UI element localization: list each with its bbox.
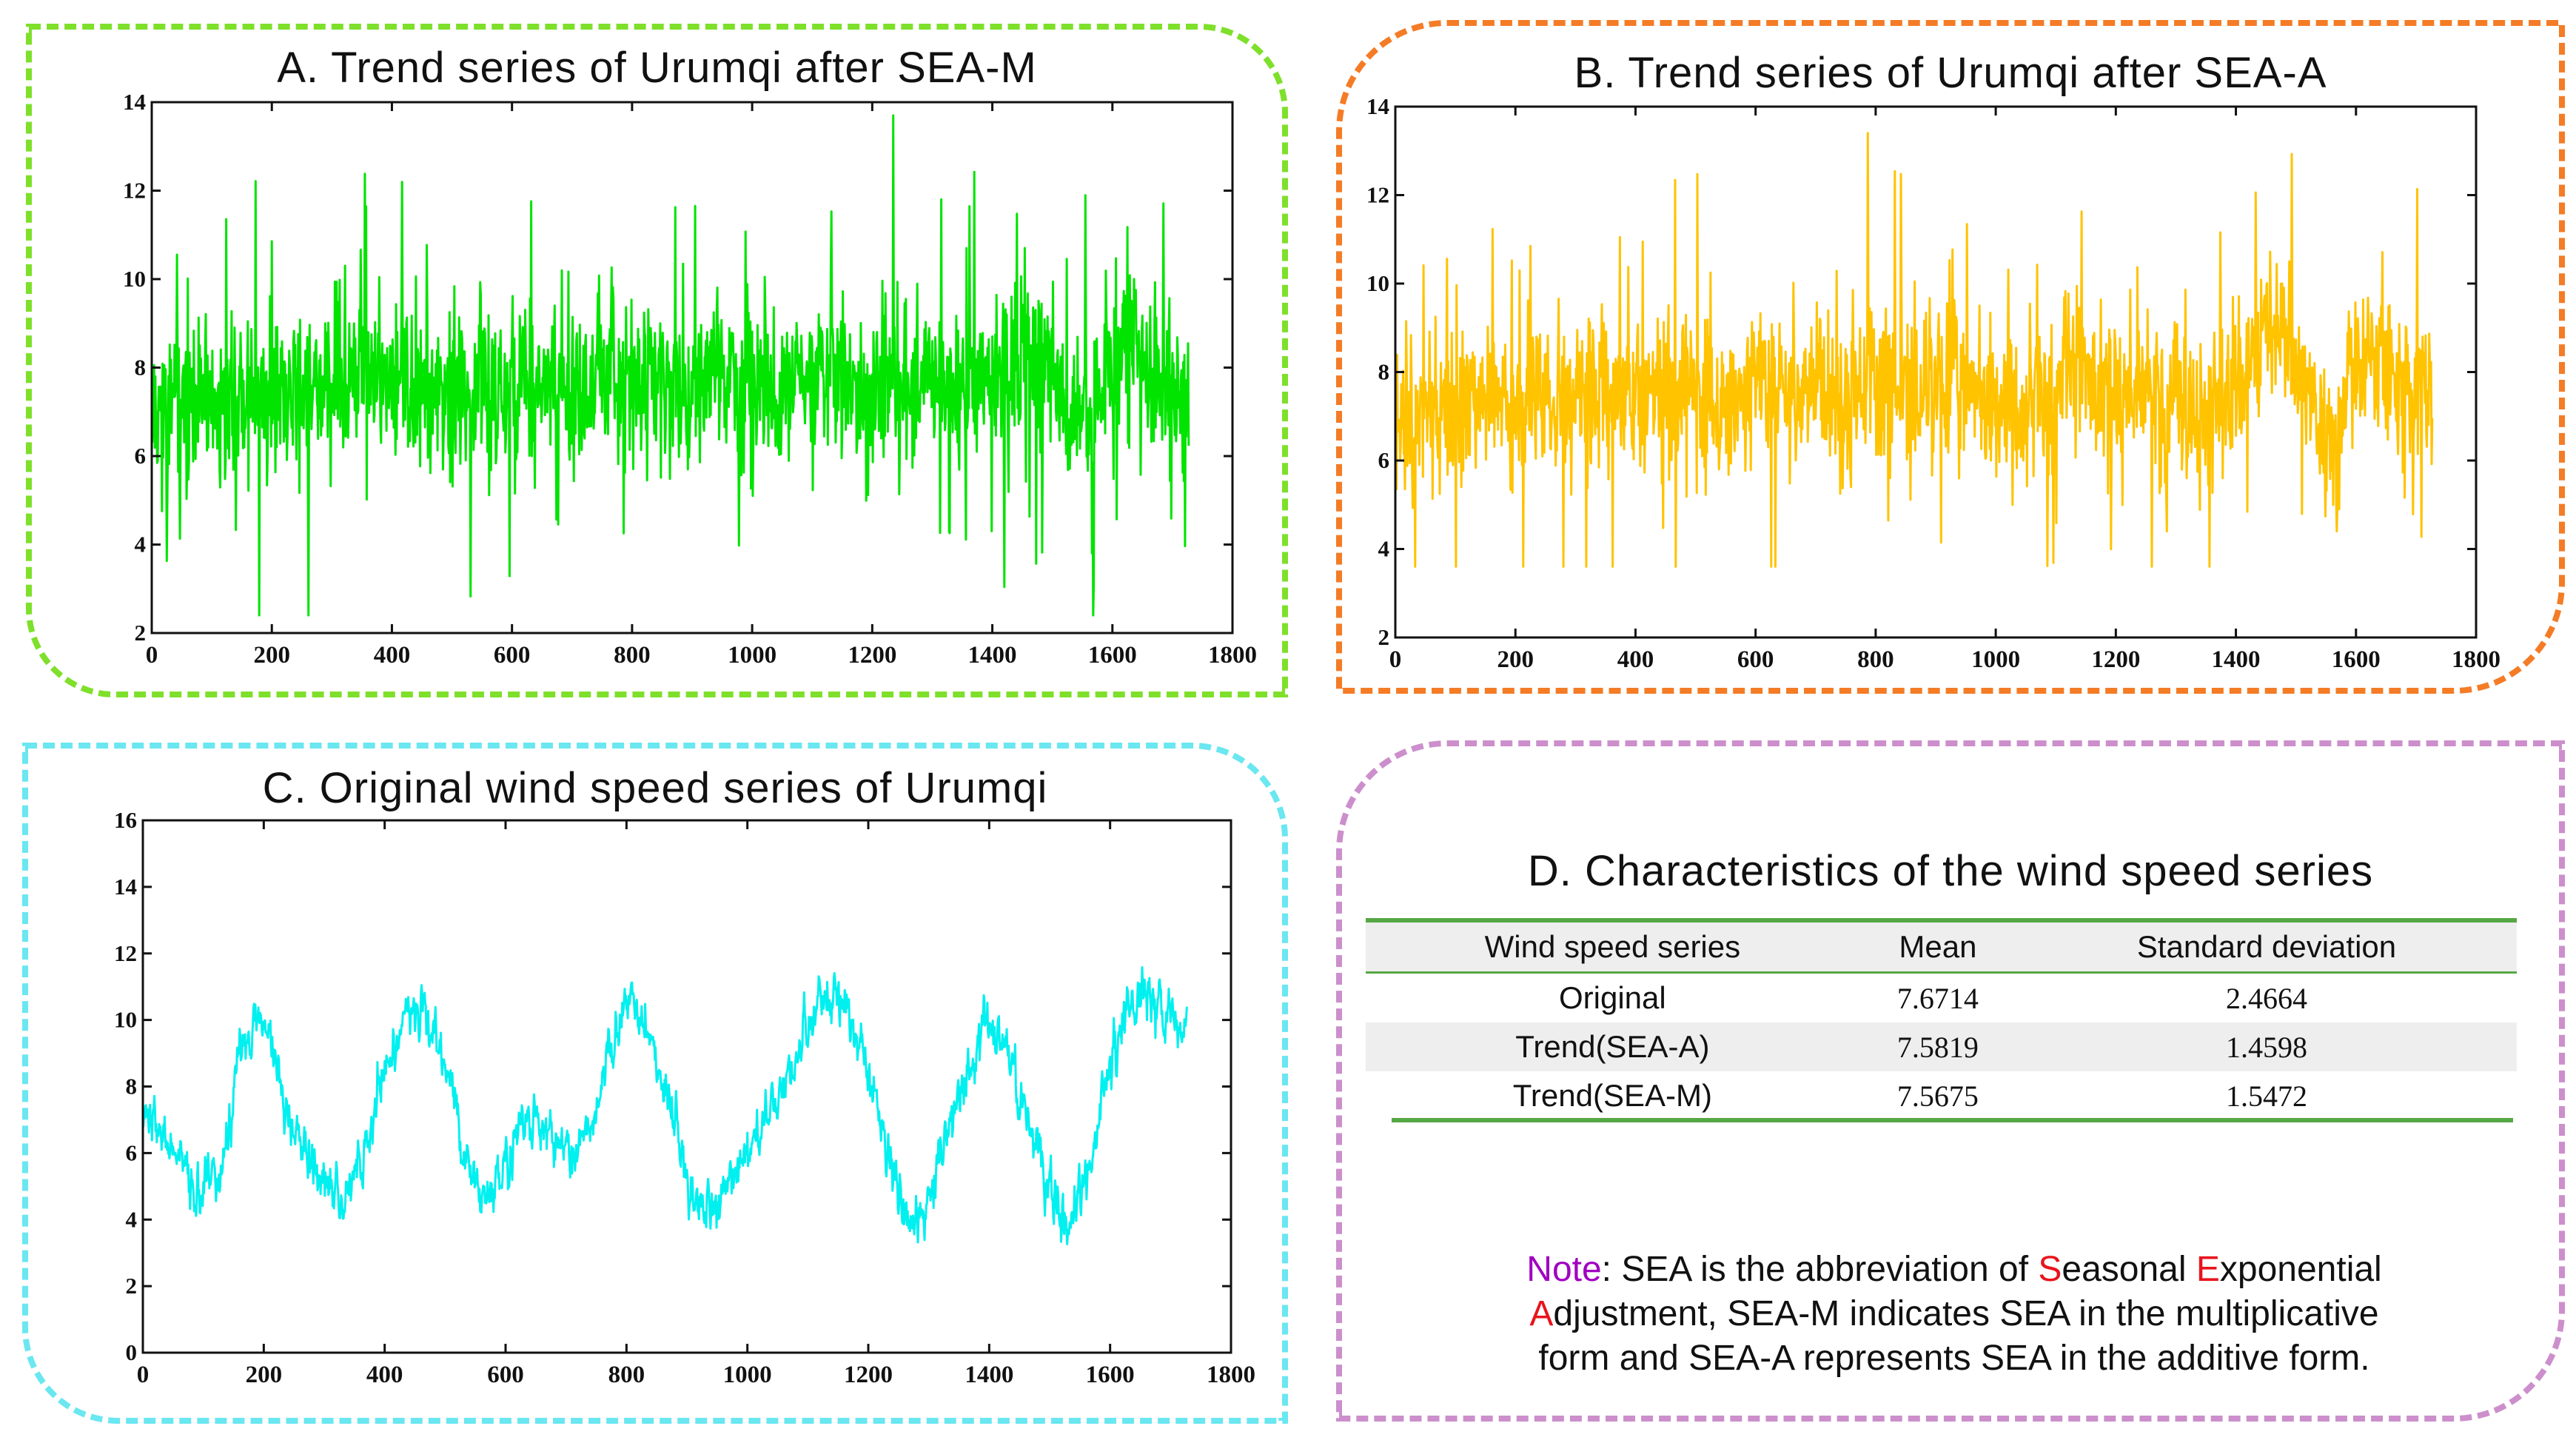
x-tick-label: 1600 [2332, 646, 2381, 673]
y-tick-label: 14 [114, 874, 137, 900]
x-tick-label: 400 [374, 642, 411, 669]
y-tick-label: 6 [135, 443, 147, 469]
x-tick-label: 1000 [728, 642, 777, 669]
x-tick-label: 1200 [844, 1362, 893, 1388]
y-tick-label: 4 [135, 532, 147, 558]
note-a-letter: A [1529, 1294, 1554, 1333]
note-text: Note: SEA is the abbreviation of Seasona… [1406, 1248, 2502, 1381]
x-tick-label: 1000 [723, 1362, 772, 1388]
x-tick-label: 800 [608, 1362, 645, 1388]
y-tick-label: 4 [1378, 536, 1390, 562]
x-tick-label: 0 [137, 1362, 150, 1388]
y-tick-label: 8 [1378, 359, 1390, 385]
x-tick-label: 600 [494, 642, 531, 669]
x-tick-label: 1200 [848, 642, 896, 669]
x-tick-label: 1400 [965, 1362, 1013, 1388]
series-line-a [150, 114, 1190, 617]
cell-std: 2.4664 [2226, 981, 2308, 1015]
note-s-rest: easonal [2062, 1250, 2196, 1289]
table-bottom-rule [1392, 1118, 2513, 1122]
panel-b-frame: B. Trend series of Urumqi after SEA-A [1336, 20, 2565, 694]
x-tick-label: 800 [1857, 646, 1894, 673]
x-tick-label: 400 [1617, 646, 1654, 673]
table-row: Trend(SEA-M) 7.5675 1.5472 [1366, 1071, 2517, 1120]
x-tick-label: 1600 [1086, 1362, 1135, 1388]
note-line2: djustment, SEA-M indicates SEA in the mu… [1553, 1294, 2379, 1333]
panel-d-title: D. Characteristics of the wind speed ser… [1527, 847, 2374, 895]
note-e-rest: xponential [2219, 1250, 2382, 1289]
x-tick-label: 1800 [1208, 642, 1257, 669]
note-label: Note [1526, 1250, 1602, 1289]
col-header-std: Standard deviation [2136, 929, 2397, 964]
col-header-mean: Mean [1899, 929, 1977, 964]
x-tick-label: 400 [366, 1362, 403, 1388]
table-row: Original 7.6714 2.4664 [1366, 973, 2517, 1023]
panel-d-frame: D. Characteristics of the wind speed ser… [1336, 740, 2565, 1422]
x-tick-label: 1400 [968, 642, 1017, 669]
cell-series: Trend(SEA-M) [1512, 1078, 1712, 1113]
chart-b-title: B. Trend series of Urumqi after SEA-A [1574, 49, 2327, 97]
y-tick-label: 4 [126, 1206, 138, 1232]
y-tick-label: 2 [126, 1273, 138, 1299]
panel-c-frame: C. Original wind speed series of Urumqi [22, 743, 1288, 1424]
cell-std: 1.4598 [2226, 1030, 2308, 1064]
x-tick-label: 200 [253, 642, 290, 669]
col-header-series: Wind speed series [1484, 929, 1741, 964]
y-tick-label: 12 [123, 178, 146, 204]
x-tick-label: 1200 [2091, 646, 2140, 673]
note-line1: : SEA is the abbreviation of [1601, 1250, 2039, 1289]
x-tick-label: 200 [246, 1362, 283, 1388]
x-tick-label: 0 [146, 642, 158, 669]
table-header-row: Wind speed series Mean Standard deviatio… [1366, 920, 2517, 973]
cell-series: Trend(SEA-A) [1515, 1029, 1710, 1064]
y-tick-label: 2 [135, 620, 147, 646]
series-line-b [1394, 132, 2434, 568]
chart-c-title: C. Original wind speed series of Urumqi [262, 764, 1048, 812]
y-tick-label: 10 [1366, 270, 1389, 296]
note-e-letter: E [2196, 1250, 2220, 1289]
panel-a-frame: A. Trend series of Urumqi after SEA-M [26, 24, 1288, 697]
x-tick-label: 600 [1737, 646, 1774, 673]
note-s-letter: S [2038, 1250, 2062, 1289]
y-tick-label: 8 [126, 1074, 138, 1099]
y-tick-label: 12 [114, 940, 137, 966]
y-tick-label: 6 [1378, 447, 1390, 473]
x-tick-label: 1400 [2212, 646, 2261, 673]
y-tick-label: 10 [114, 1007, 137, 1033]
y-tick-label: 14 [123, 89, 146, 115]
note-line3: form and SEA-A represents SEA in the add… [1538, 1339, 2370, 1378]
x-tick-label: 600 [487, 1362, 524, 1388]
x-tick-label: 1600 [1088, 642, 1137, 669]
y-tick-label: 8 [135, 355, 147, 381]
y-tick-label: 6 [126, 1139, 138, 1165]
x-tick-label: 1000 [1971, 646, 2020, 673]
cell-series: Original [1559, 980, 1666, 1015]
cell-mean: 7.5819 [1896, 1030, 1979, 1064]
chart-a-title: A. Trend series of Urumqi after SEA-M [277, 44, 1037, 92]
stats-table: Wind speed series Mean Standard deviatio… [1366, 918, 2517, 1120]
y-tick-label: 0 [126, 1339, 138, 1365]
series-line-c [141, 966, 1188, 1245]
y-tick-label: 10 [123, 266, 146, 292]
x-tick-label: 800 [614, 642, 651, 669]
table-row: Trend(SEA-A) 7.5819 1.4598 [1366, 1022, 2517, 1071]
cell-std: 1.5472 [2226, 1079, 2308, 1113]
x-tick-label: 200 [1497, 646, 1534, 673]
cell-mean: 7.5675 [1896, 1079, 1979, 1113]
cell-mean: 7.6714 [1896, 981, 1979, 1015]
y-tick-label: 12 [1366, 182, 1389, 208]
